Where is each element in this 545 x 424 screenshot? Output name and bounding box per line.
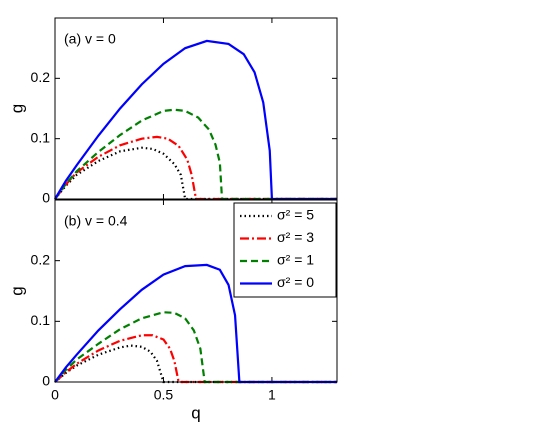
x-tick-label: 1 — [268, 387, 276, 403]
line-series — [54, 334, 337, 384]
x-axis-label: q — [191, 403, 200, 422]
axes-box — [54, 17, 338, 200]
legend-label: σ² = 3 — [277, 229, 314, 245]
line-series — [54, 108, 337, 201]
panel-label: (a) v = 0 — [64, 31, 116, 47]
y-tick-label: 0.1 — [31, 129, 51, 145]
legend-label: σ² = 1 — [277, 252, 314, 268]
legend-box — [233, 202, 337, 298]
y-axis-label: g — [7, 286, 26, 295]
x-tick-label: 0.5 — [154, 387, 174, 403]
panel-label: (b) v = 0.4 — [64, 213, 128, 229]
y-tick-label: 0 — [42, 190, 50, 206]
line-series — [54, 344, 337, 384]
plot-area — [55, 18, 337, 199]
x-tick-label: 0 — [51, 387, 59, 403]
y-tick-label: 0 — [42, 373, 50, 389]
y-axis-label: g — [7, 104, 26, 113]
y-tick-label: 0.1 — [31, 312, 51, 328]
legend-label: σ² = 5 — [277, 207, 314, 223]
axes-box — [54, 199, 338, 383]
line-series — [54, 39, 337, 201]
y-tick-label: 0.2 — [31, 251, 51, 267]
line-series — [54, 146, 337, 201]
legend-label: σ² = 0 — [277, 274, 314, 290]
line-series — [54, 311, 337, 384]
line-series — [54, 263, 337, 384]
y-tick-label: 0.2 — [31, 69, 51, 85]
